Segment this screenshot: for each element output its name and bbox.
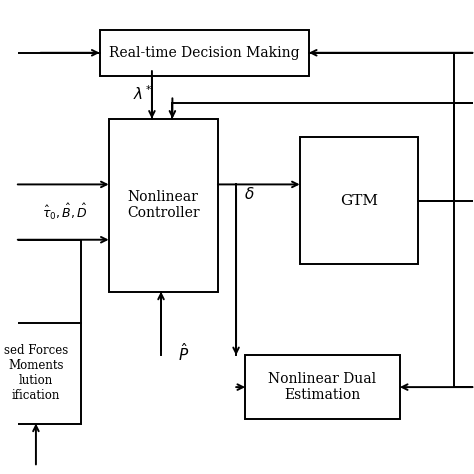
FancyBboxPatch shape <box>245 356 400 419</box>
Text: GTM: GTM <box>340 193 378 208</box>
Text: $\lambda^*$: $\lambda^*$ <box>133 84 153 103</box>
FancyBboxPatch shape <box>100 30 309 75</box>
Text: $\hat{P}$: $\hat{P}$ <box>178 342 189 364</box>
Text: $\delta$: $\delta$ <box>245 186 255 202</box>
Text: Nonlinear Dual
Estimation: Nonlinear Dual Estimation <box>268 372 376 402</box>
FancyBboxPatch shape <box>300 137 418 264</box>
FancyBboxPatch shape <box>0 323 82 423</box>
Text: Nonlinear
Controller: Nonlinear Controller <box>127 190 200 220</box>
Text: sed Forces
Moments
lution
ification: sed Forces Moments lution ification <box>4 345 68 402</box>
Text: $\hat{\tau}_0, \hat{B}, \hat{D}$: $\hat{\tau}_0, \hat{B}, \hat{D}$ <box>43 202 89 222</box>
FancyBboxPatch shape <box>109 118 218 292</box>
Text: Real-time Decision Making: Real-time Decision Making <box>109 46 300 60</box>
